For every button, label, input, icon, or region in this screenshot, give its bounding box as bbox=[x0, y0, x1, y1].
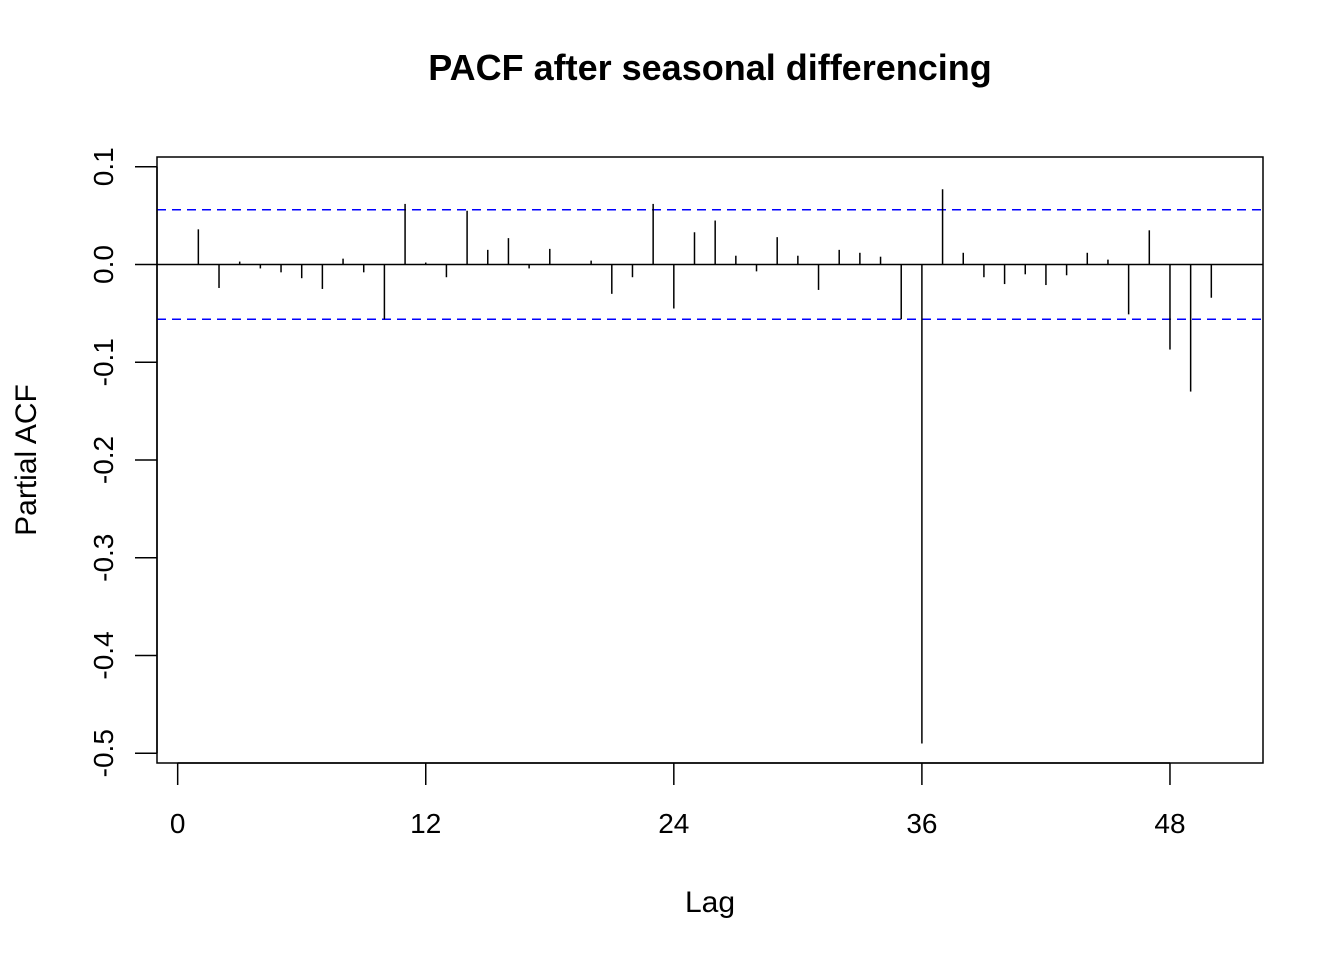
y-tick-label: -0.1 bbox=[88, 338, 119, 386]
y-tick-label: -0.3 bbox=[88, 534, 119, 582]
y-tick-label: -0.2 bbox=[88, 436, 119, 484]
chart-title: PACF after seasonal differencing bbox=[428, 47, 991, 88]
y-tick-label: -0.5 bbox=[88, 729, 119, 777]
x-tick-label: 48 bbox=[1154, 808, 1185, 839]
x-axis-label: Lag bbox=[685, 886, 735, 919]
plot-frame bbox=[156, 156, 1264, 764]
x-tick-label: 36 bbox=[906, 808, 937, 839]
y-tick-label: -0.4 bbox=[88, 631, 119, 679]
x-tick-label: 0 bbox=[170, 808, 186, 839]
y-tick-label: 0.0 bbox=[88, 245, 119, 284]
y-axis-label: Partial ACF bbox=[10, 384, 43, 536]
x-tick-label: 12 bbox=[410, 808, 441, 839]
plot-area: 0 12 24 36 48 -0.5 -0.4 -0.3 -0.2 -0.1 0.0 0.1 bbox=[88, 147, 1264, 839]
x-tick-label: 24 bbox=[658, 808, 689, 839]
y-tick-label: 0.1 bbox=[88, 147, 119, 186]
